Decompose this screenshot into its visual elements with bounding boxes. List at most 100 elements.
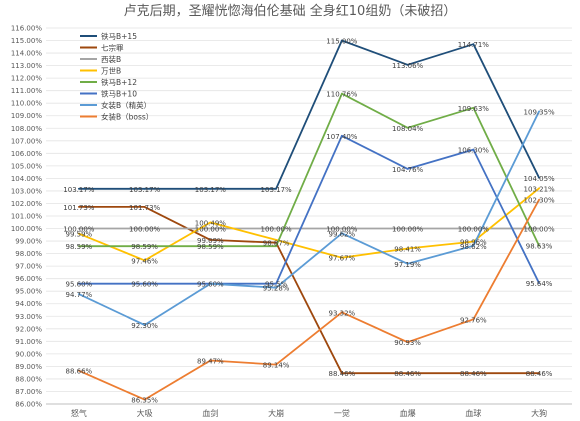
y-tick-label: 87.00% xyxy=(15,388,42,396)
y-tick-label: 102.00% xyxy=(11,200,42,208)
y-tick-label: 111.00% xyxy=(11,87,42,95)
x-axis-ticks: 怒气 大吸 血剑 大崩 一觉 血爆 血球 大狗 xyxy=(71,408,547,418)
x-tick-label: 血爆 xyxy=(400,408,416,418)
data-point xyxy=(275,282,278,285)
y-tick-label: 88.00% xyxy=(15,375,42,383)
data-point xyxy=(472,43,475,46)
data-label: 115.00% xyxy=(326,38,357,46)
data-label: 97.19% xyxy=(394,261,421,269)
series-line xyxy=(78,92,540,248)
data-point xyxy=(406,247,409,250)
y-tick-label: 89.00% xyxy=(15,363,42,371)
data-label: 95.60% xyxy=(131,281,158,289)
data-point xyxy=(472,372,475,375)
y-tick-label: 112.00% xyxy=(11,75,42,83)
legend-entry: 女装B（boss） xyxy=(101,112,153,122)
series-line xyxy=(78,199,540,401)
data-label: 100.00% xyxy=(195,226,226,234)
y-tick-label: 101.00% xyxy=(11,213,42,221)
data-label: 98.87% xyxy=(263,240,290,248)
data-label: 98.63% xyxy=(526,243,553,251)
data-point xyxy=(143,259,146,262)
data-label: 98.96% xyxy=(460,239,487,247)
data-label: 97.46% xyxy=(131,257,158,265)
series-lines xyxy=(77,39,541,401)
data-label: 114.71% xyxy=(458,41,489,49)
data-label: 109.35% xyxy=(524,108,555,116)
data-label: 95.60% xyxy=(197,281,224,289)
y-tick-label: 110.00% xyxy=(11,100,42,108)
data-point xyxy=(209,227,212,230)
data-label: 90.93% xyxy=(394,339,421,347)
data-point xyxy=(406,341,409,344)
data-label: 100.00% xyxy=(261,226,292,234)
data-point xyxy=(275,187,278,190)
data-label: 103.21% xyxy=(524,185,555,193)
series-line xyxy=(78,134,540,285)
data-label: 99.09% xyxy=(197,237,224,245)
y-tick-label: 103.00% xyxy=(11,187,42,195)
data-label: 98.62% xyxy=(460,243,487,251)
legend-entry: 铁马B+15 xyxy=(101,31,137,41)
data-label: 95.64% xyxy=(526,280,553,288)
data-point xyxy=(340,227,343,230)
y-tick-label: 108.00% xyxy=(11,125,42,133)
data-label: 95.5% xyxy=(265,281,288,289)
data-point xyxy=(406,167,409,170)
data-point xyxy=(77,227,80,230)
y-tick-label: 113.00% xyxy=(11,62,42,70)
data-label: 101.73% xyxy=(129,204,160,212)
data-point xyxy=(77,293,80,295)
y-tick-label: 115.00% xyxy=(11,37,42,45)
data-point xyxy=(275,227,278,230)
data-label: 99.59% xyxy=(66,231,93,239)
data-label: 101.73% xyxy=(63,204,94,212)
legend-entry: 西装B xyxy=(101,54,121,64)
data-label: 95.60% xyxy=(66,281,93,289)
data-label: 93.32% xyxy=(329,309,356,317)
data-label: 100.00% xyxy=(326,226,357,234)
data-label: 88.66% xyxy=(66,368,93,376)
y-tick-label: 94.00% xyxy=(15,300,42,308)
data-point xyxy=(472,227,475,230)
data-point xyxy=(275,363,278,366)
data-point xyxy=(77,232,80,235)
y-tick-label: 95.00% xyxy=(15,288,42,296)
data-point xyxy=(340,256,343,259)
grid-layer xyxy=(46,27,572,405)
y-tick-label: 107.00% xyxy=(11,137,42,145)
y-axis-ticks: 86.00% 87.00% 88.00% 89.00% 90.00% 91.00% 92.0… xyxy=(11,25,42,409)
data-label: 88.46% xyxy=(329,370,356,378)
data-label: 94.77% xyxy=(66,291,93,299)
y-tick-label: 116.00% xyxy=(11,25,42,33)
data-point xyxy=(209,187,212,190)
data-label: 95.28% xyxy=(263,285,290,293)
x-tick-label: 大狗 xyxy=(531,408,547,418)
data-label: 113.06% xyxy=(392,62,423,70)
data-point xyxy=(472,148,475,151)
y-tick-label: 100.00% xyxy=(11,225,42,233)
data-point xyxy=(209,239,212,241)
x-tick-label: 大崩 xyxy=(268,408,284,418)
data-point xyxy=(275,239,278,241)
data-label: 100.49% xyxy=(195,219,226,227)
data-label: 88.46% xyxy=(460,370,487,378)
y-tick-label: 99.00% xyxy=(15,238,42,246)
data-point xyxy=(538,227,541,230)
y-tick-label: 91.00% xyxy=(15,338,42,346)
y-tick-label: 104.00% xyxy=(11,175,42,183)
data-point xyxy=(472,106,475,109)
y-tick-label: 97.00% xyxy=(15,263,42,271)
y-tick-label: 98.00% xyxy=(15,250,42,258)
data-point xyxy=(340,134,343,137)
data-label: 97.67% xyxy=(329,255,356,263)
data-label: 104.76% xyxy=(392,166,423,174)
x-tick-label: 怒气 xyxy=(71,408,87,418)
y-tick-label: 114.00% xyxy=(11,50,42,58)
data-point xyxy=(340,311,343,314)
data-point xyxy=(406,262,409,265)
data-label: 100.00% xyxy=(524,226,555,234)
data-label: 103.17% xyxy=(261,186,292,194)
